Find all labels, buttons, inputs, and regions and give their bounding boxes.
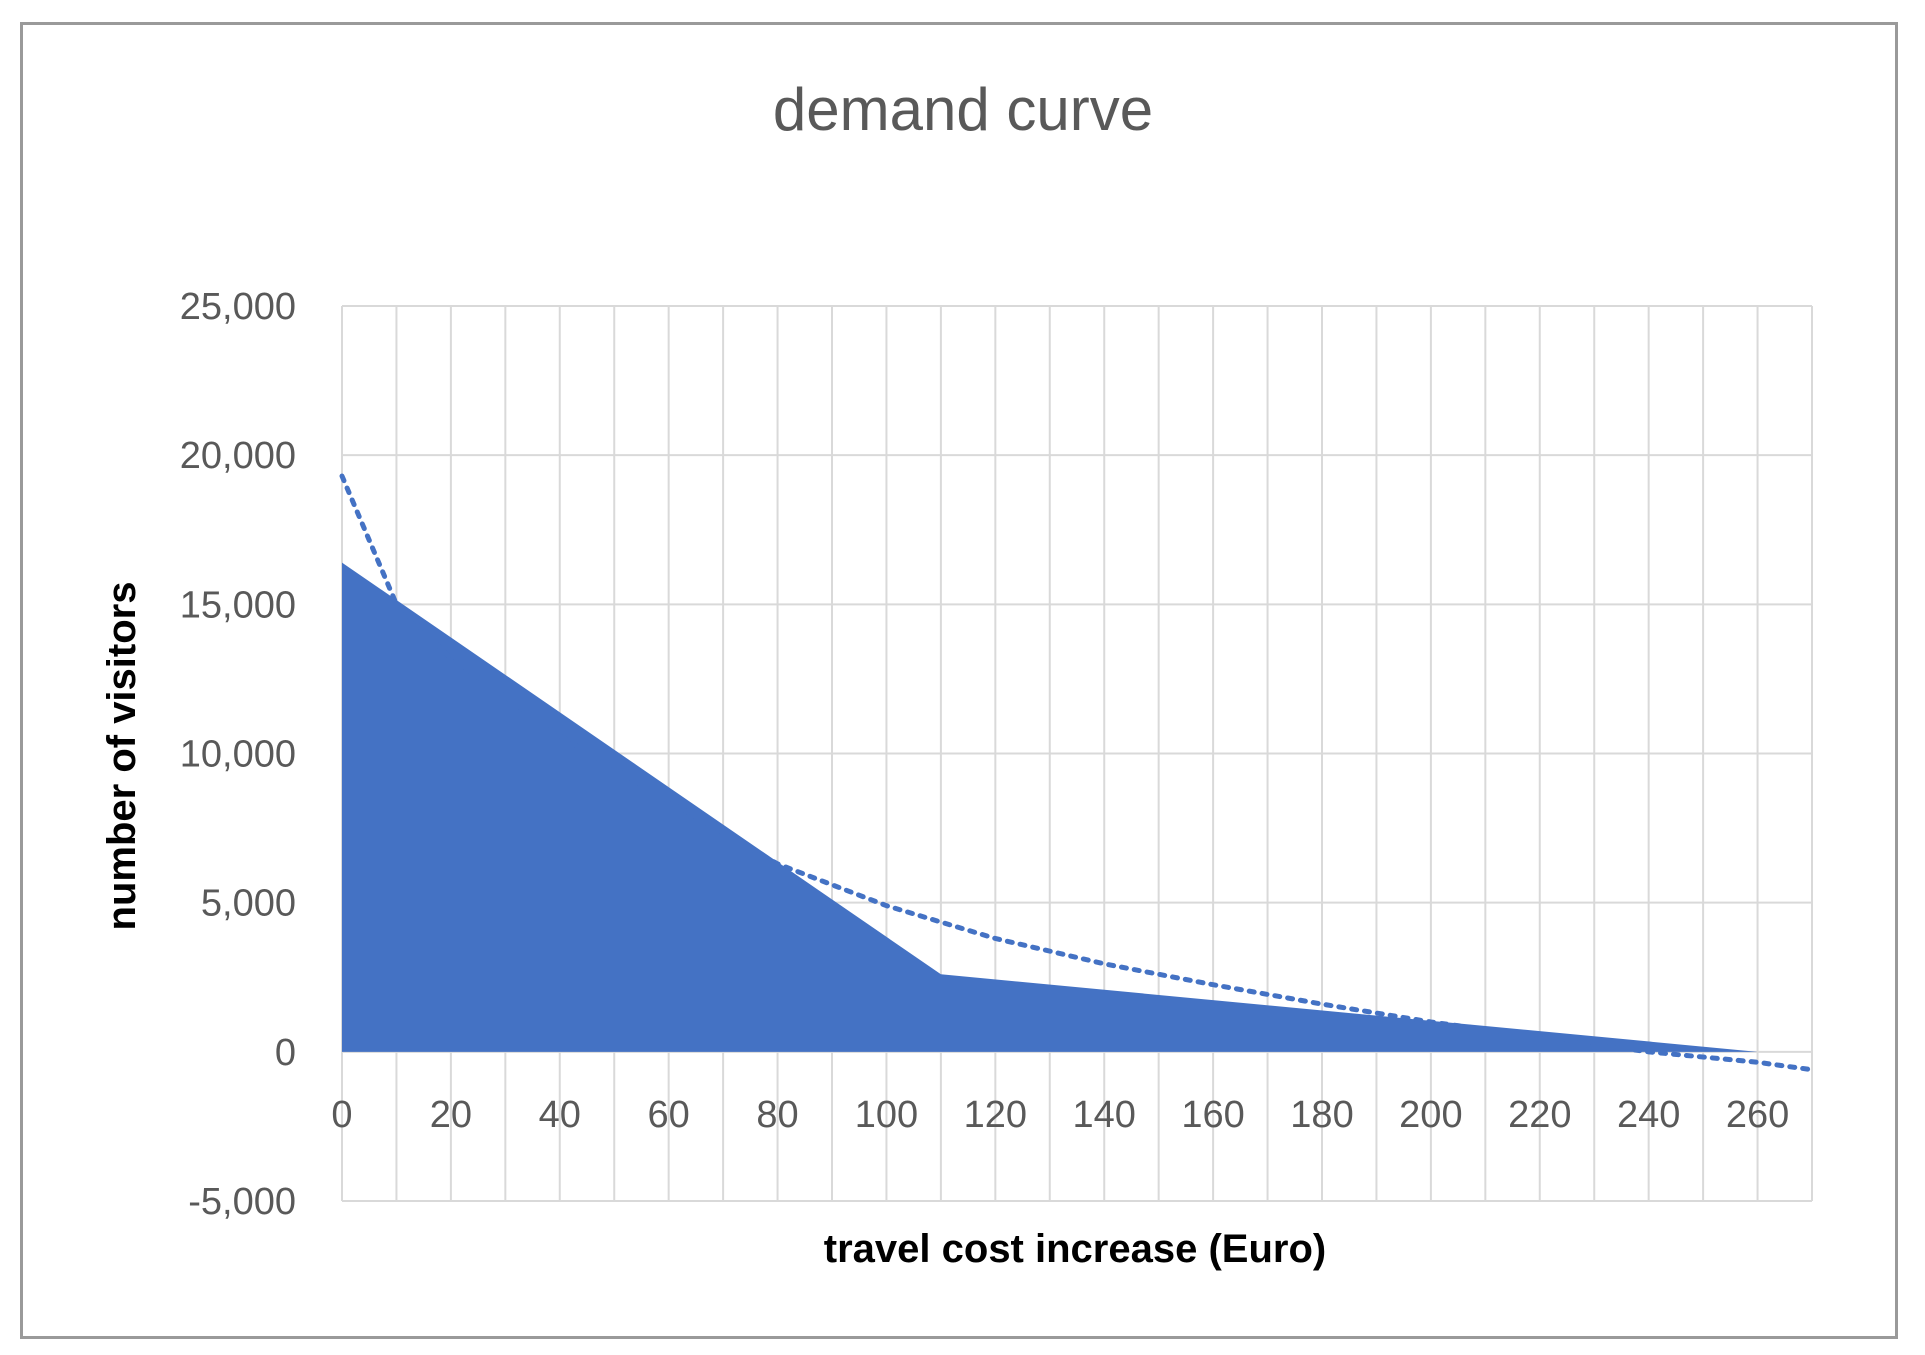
x-tick-label: 60 — [648, 1094, 690, 1136]
y-tick-label: 25,000 — [180, 286, 296, 328]
chart-title: demand curve — [773, 76, 1153, 143]
y-tick-label: -5,000 — [188, 1181, 296, 1223]
x-tick-label: 40 — [539, 1094, 581, 1136]
y-axis-ticks: 25,000 20,000 15,000 10,000 5,000 0 -5,000 — [180, 286, 296, 1223]
x-tick-label: 260 — [1726, 1094, 1789, 1136]
x-tick-label: 180 — [1290, 1094, 1353, 1136]
x-tick-label: 0 — [331, 1094, 352, 1136]
x-tick-label: 100 — [855, 1094, 918, 1136]
trendline-series — [339, 473, 1815, 1073]
y-tick-label: 10,000 — [180, 734, 296, 776]
chart-frame — [20, 22, 1898, 1339]
x-tick-label: 20 — [430, 1094, 472, 1136]
y-axis-title: number of visitors — [100, 582, 144, 931]
y-tick-label: 0 — [275, 1032, 296, 1074]
x-tick-label: 160 — [1181, 1094, 1244, 1136]
x-tick-label: 220 — [1508, 1094, 1571, 1136]
x-tick-label: 120 — [964, 1094, 1027, 1136]
y-tick-label: 5,000 — [201, 883, 296, 925]
y-tick-label: 20,000 — [180, 435, 296, 477]
x-tick-label: 240 — [1617, 1094, 1680, 1136]
area-series — [342, 562, 1758, 1052]
x-tick-label: 200 — [1399, 1094, 1462, 1136]
x-tick-label: 140 — [1073, 1094, 1136, 1136]
x-axis-ticks: 0 20 40 60 80 100 120 140 160 180 200 220 240 260 — [331, 1094, 1789, 1136]
y-tick-label: 15,000 — [180, 584, 296, 626]
area-fill — [342, 562, 1758, 1052]
x-tick-label: 80 — [756, 1094, 798, 1136]
x-axis-title: travel cost increase (Euro) — [824, 1227, 1326, 1271]
trendline — [339, 473, 1815, 1073]
